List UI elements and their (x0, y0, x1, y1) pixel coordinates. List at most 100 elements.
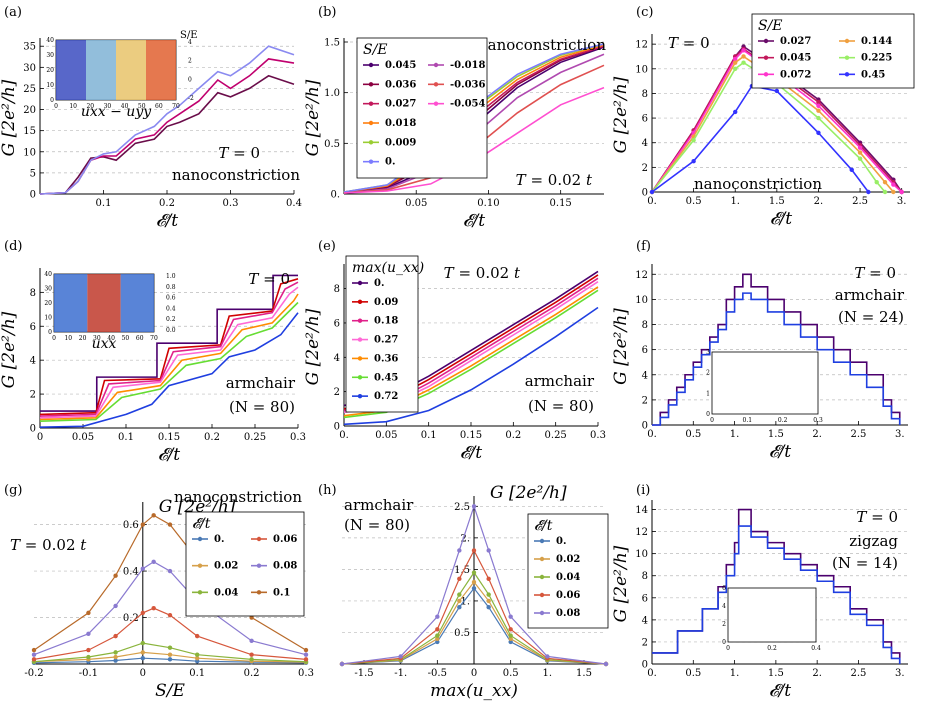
annotation: (N = 80) (229, 398, 295, 416)
legend-marker (197, 563, 203, 568)
y-tick-label: 12 (635, 40, 648, 51)
data-point (113, 650, 118, 655)
legend-title: 𝓔/t (192, 516, 211, 532)
y-tick-label: 2 (642, 395, 648, 406)
legend-title: 𝓔/t (534, 518, 553, 534)
x-tick-label: 0.2 (159, 198, 175, 209)
legend-label: 0.08 (273, 561, 297, 572)
inset-y-tick-label: 3 (706, 349, 710, 356)
inset-x-tick-label: 20 (79, 335, 87, 342)
legend-label: 0.72 (374, 391, 398, 402)
legend-marker (433, 82, 439, 87)
data-point (249, 657, 254, 662)
data-point (471, 504, 477, 509)
data-point (435, 639, 440, 645)
legend-label: 0.08 (556, 608, 580, 619)
legend-label: 0.06 (556, 590, 580, 601)
legend-label: 0.144 (861, 36, 892, 47)
legend-marker (368, 120, 374, 126)
data-point (649, 189, 655, 195)
x-tick-label: 0.2 (204, 432, 220, 443)
data-point (113, 658, 118, 663)
data-point (167, 652, 173, 657)
legend-marker (539, 610, 545, 616)
inset-x-tick-label: 70 (172, 103, 180, 110)
legend-marker (539, 538, 545, 544)
y-tick-label: 0 (30, 424, 36, 435)
x-tick-label: 0.3 (290, 432, 306, 443)
legend-label: -0.054 (450, 99, 486, 110)
x-tick-label: 0.4 (286, 198, 302, 209)
data-point (691, 138, 696, 143)
legend-marker (844, 38, 850, 44)
series-line (39, 301, 299, 422)
inset-x-tick-label: 0.3 (813, 417, 823, 424)
inset-x-tick-label: 40 (121, 103, 129, 110)
panel-tag: (d) (4, 239, 22, 254)
inset-x-tick-label: 0.4 (811, 645, 821, 652)
data-point (733, 56, 738, 62)
legend-marker (197, 536, 203, 542)
legend-box (527, 513, 609, 629)
data-point (857, 150, 863, 155)
inset-y-tick-label: 10 (46, 82, 54, 89)
y-tick-label: 8 (642, 89, 648, 100)
x-tick-label: 0. (647, 196, 657, 207)
annotation: T = 0 (248, 270, 290, 288)
data-point (31, 647, 37, 653)
data-point (486, 605, 491, 610)
y-tick-label: 4 (334, 353, 340, 364)
x-tick-label: 0.5 (503, 668, 519, 679)
data-point (86, 610, 91, 616)
data-point (113, 573, 118, 578)
data-point (140, 566, 145, 571)
data-point (486, 548, 491, 553)
x-tick-label: 0.5 (686, 196, 702, 207)
panel-i: 0. 0.5 1. 1.5 2. 2.5 3. 0 2 4 6 8 10 12 14 𝓔/t G [2e²/h]… (611, 483, 908, 701)
y-axis-label: G [2e²/h] (0, 79, 19, 156)
y-tick-label: 8 (30, 288, 36, 299)
x-tick-label: 0.15 (550, 198, 572, 209)
legend-marker (763, 72, 769, 77)
y-tick-label: 5 (30, 168, 36, 179)
legend-label: 0.045 (385, 60, 416, 71)
legend-marker (357, 318, 363, 323)
data-point (816, 130, 821, 136)
x-tick-label: 0 (140, 668, 146, 679)
y-tick-label: 8 (642, 571, 648, 582)
series-line (652, 525, 901, 664)
data-point (167, 568, 173, 574)
annotation: T = 0 (218, 144, 260, 162)
inset: 0 0.1 0.2 0.3 0 1 2 3 (706, 349, 823, 424)
data-point (816, 115, 821, 121)
annotation: T = 0.02 t (516, 171, 593, 189)
annotation: (N = 14) (832, 554, 898, 572)
data-point (398, 654, 403, 659)
data-point (741, 54, 746, 59)
x-tick-label: 2.5 (850, 668, 866, 679)
y-tick-label: 1.0 (324, 88, 340, 99)
inset-field (146, 40, 176, 100)
legend-title: max(u_xx) (352, 260, 424, 276)
annotation: nanoconstriction (694, 175, 822, 193)
annotation: armchair (525, 372, 595, 390)
x-tick-label: 3. (895, 668, 905, 679)
data-point (816, 108, 821, 113)
x-tick-label: -0.1 (79, 668, 98, 679)
legend-box (345, 255, 419, 413)
series-line (39, 74, 295, 195)
inset-y-tick-label: 30 (44, 286, 52, 293)
inset-field (87, 274, 121, 332)
series-line (33, 651, 307, 663)
data-point (508, 636, 513, 641)
inset-y-tick-label: 0 (50, 97, 54, 104)
legend-title: S/E (758, 18, 783, 34)
x-tick-label: 3. (895, 429, 905, 440)
x-axis-label: 𝓔/t (156, 211, 178, 231)
inset-x-tick-label: 0 (726, 645, 730, 652)
legend-marker (368, 140, 374, 145)
legend-marker (368, 62, 374, 68)
data-point (303, 647, 309, 653)
